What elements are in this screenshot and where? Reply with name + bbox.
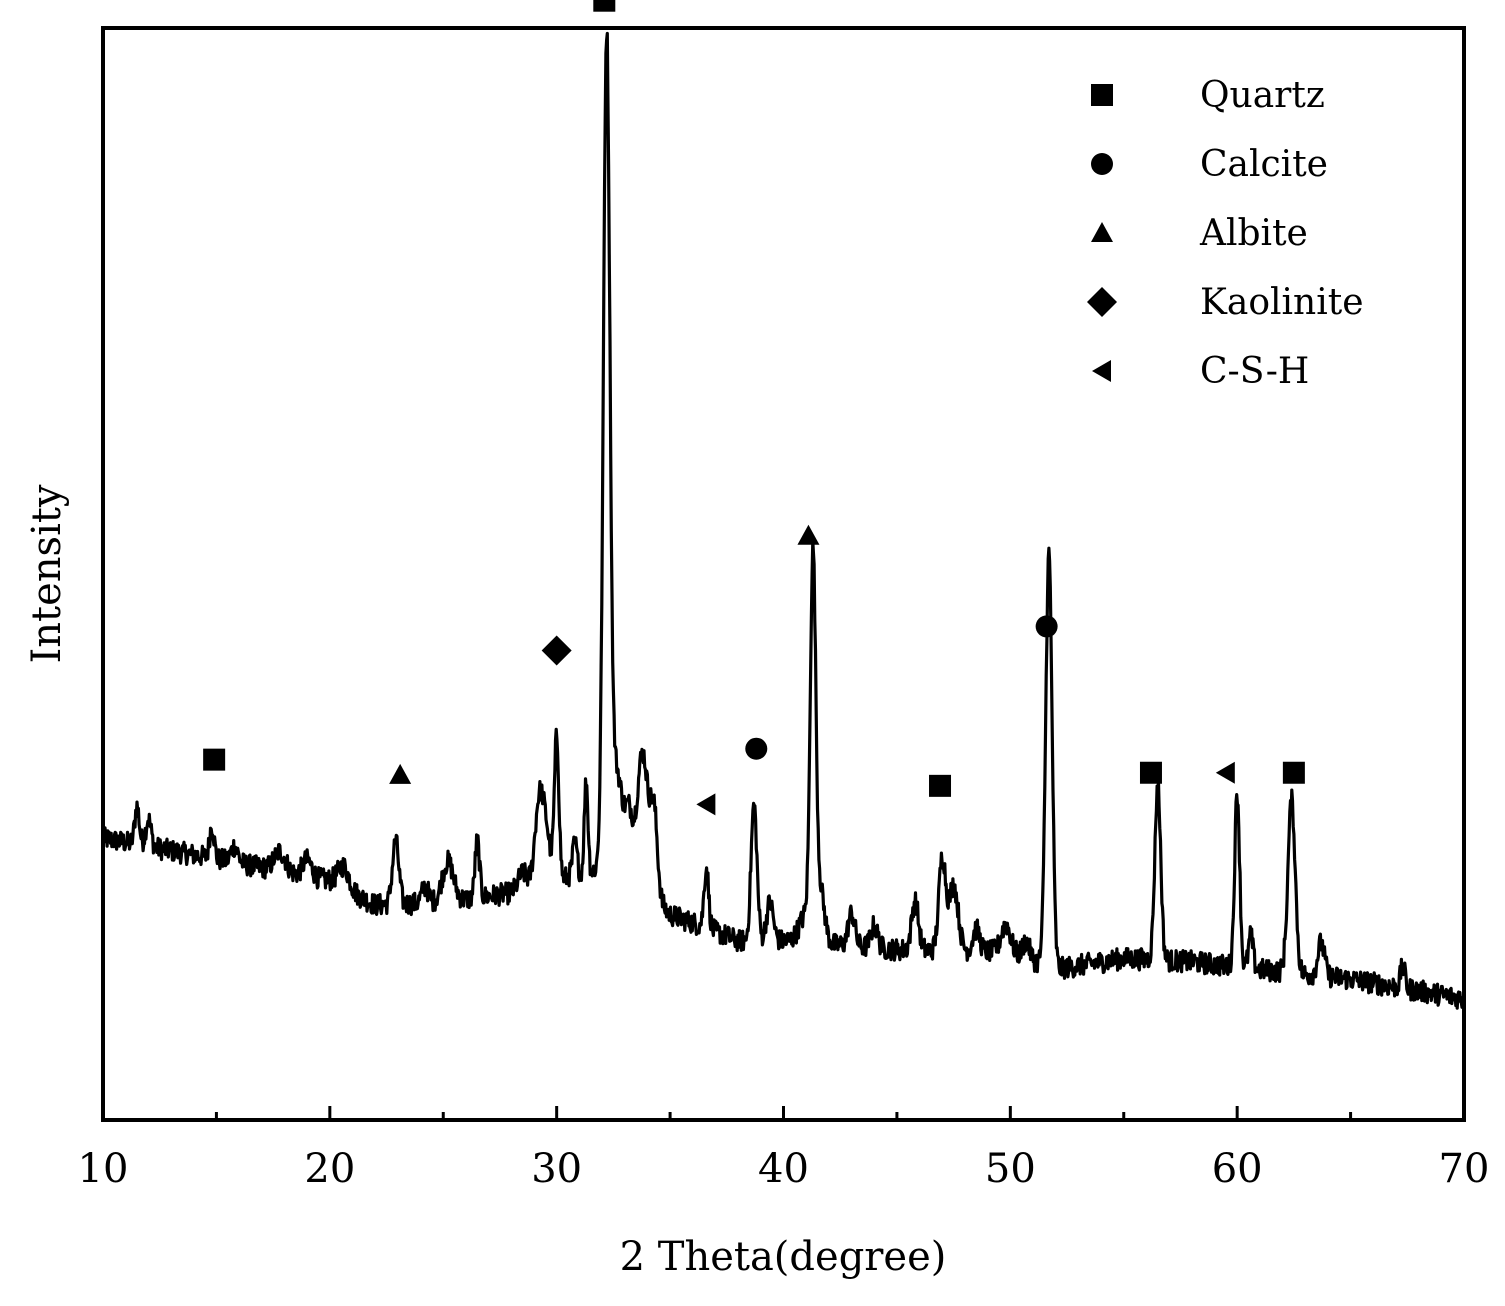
x-axis-title: 2 Theta(degree) (620, 1234, 947, 1280)
legend-label: C-S-H (1200, 351, 1309, 392)
y-axis-title: Intensity (24, 484, 70, 663)
square-peak-marker (203, 748, 226, 771)
circle-peak-marker (1035, 615, 1058, 638)
legend-label: Albite (1199, 213, 1308, 254)
x-tick-label: 70 (1439, 1146, 1490, 1192)
legend-triangle-marker (1091, 222, 1113, 242)
triangle-peak-marker (797, 524, 820, 545)
left-triangle-peak-marker (696, 793, 716, 816)
circle-peak-marker (745, 737, 768, 760)
x-tick-label: 30 (531, 1146, 582, 1192)
square-peak-marker (593, 0, 616, 12)
legend-label: Kaolinite (1200, 282, 1364, 323)
left-triangle-peak-marker (1215, 761, 1235, 784)
diamond-peak-marker (541, 635, 572, 666)
peak-markers (203, 0, 1305, 816)
legend-label: Calcite (1200, 144, 1328, 185)
x-axis: 10 20 30 40 50 60 70 (78, 1106, 1490, 1192)
square-peak-marker (1282, 761, 1305, 784)
plot-frame (101, 26, 1466, 1122)
x-tick-label: 50 (985, 1146, 1036, 1192)
x-tick-label: 20 (304, 1146, 355, 1192)
legend-square-marker (1091, 84, 1113, 106)
x-tick-label: 40 (758, 1146, 809, 1192)
legend-circle-marker (1091, 153, 1113, 175)
square-peak-marker (929, 774, 952, 797)
triangle-peak-marker (389, 763, 412, 784)
x-tick-label: 60 (1212, 1146, 1263, 1192)
legend-left-triangle-marker (1092, 360, 1111, 382)
legend-label: Quartz (1200, 75, 1325, 116)
square-peak-marker (1139, 761, 1162, 784)
plot-area (101, 31, 1466, 1010)
legend-diamond-marker (1087, 287, 1117, 317)
x-tick-label: 10 (78, 1146, 129, 1192)
xrd-pattern-line (101, 31, 1466, 1010)
legend: Quartz Calcite Albite Kaolinite C-S-H (1087, 75, 1364, 392)
